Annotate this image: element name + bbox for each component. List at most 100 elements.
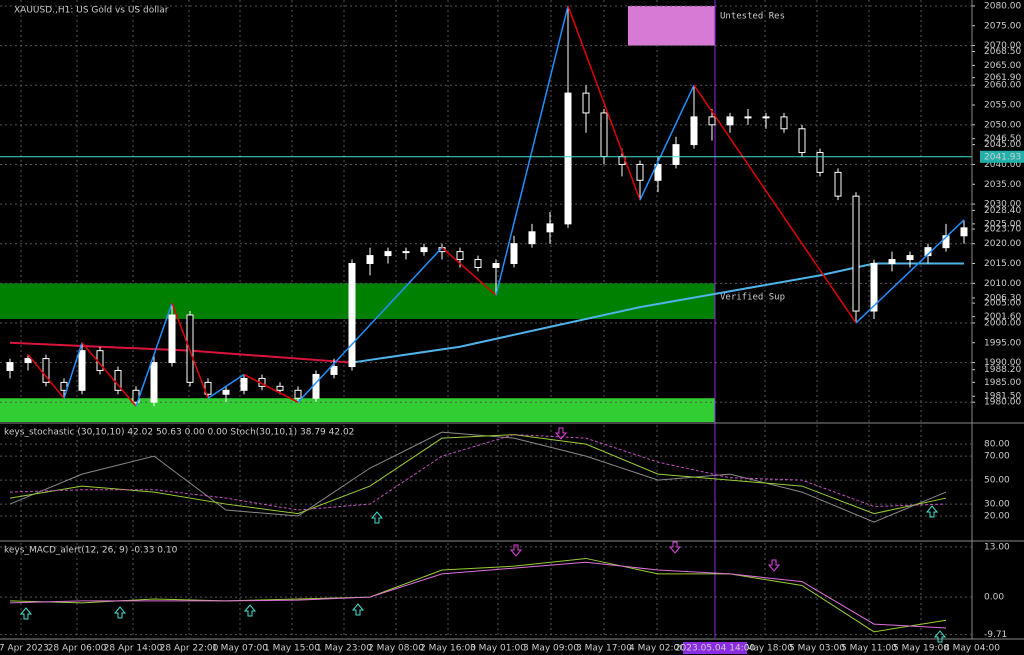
y-tick-label: 2030.00 xyxy=(984,200,1021,210)
x-tick-label: 28 Apr 06:00 xyxy=(48,644,107,654)
zigzag-segment xyxy=(567,5,641,201)
current-price-box xyxy=(980,150,1024,163)
y-tick-label: 2055.00 xyxy=(984,101,1021,111)
candle-body xyxy=(6,362,14,371)
y-tick-label: 2040.00 xyxy=(984,160,1021,170)
y-tick-label: 2060.00 xyxy=(984,81,1021,91)
zigzag-segment xyxy=(855,219,965,324)
zone-label: Untested Res xyxy=(720,12,785,22)
candle-body xyxy=(870,263,878,312)
candle-body xyxy=(834,171,842,197)
signal-arrow xyxy=(19,607,33,620)
zigzag-segment xyxy=(495,5,569,296)
candle-body xyxy=(456,251,464,261)
zone-label: Verified Sup xyxy=(720,293,785,303)
candle-body xyxy=(384,251,392,257)
candle-body xyxy=(744,116,752,119)
y-tick-label: 2023.70 xyxy=(984,225,1021,235)
candle-body xyxy=(942,235,950,249)
y-tick-label: 2065.00 xyxy=(984,61,1021,71)
y-tick-label: 1980.00 xyxy=(984,398,1021,408)
candle-body xyxy=(798,128,806,154)
zigzag-segment xyxy=(27,354,65,399)
y-tick-label: -9.71 xyxy=(984,630,1007,640)
candle-body xyxy=(816,152,824,173)
signal-arrow xyxy=(509,544,523,557)
y-tick-label: 2075.00 xyxy=(984,21,1021,31)
y-tick-label: 20.00 xyxy=(984,512,1010,522)
candle-body xyxy=(168,314,176,364)
y-tick-label: 13.00 xyxy=(984,542,1010,552)
y-tick-label: 1990.00 xyxy=(984,358,1021,368)
indicator-line xyxy=(9,431,947,523)
candle-body xyxy=(762,116,770,119)
candle-body xyxy=(276,385,284,391)
x-tick-label: 8 May 04:00 xyxy=(944,644,1000,654)
x-tick-label: 1 May 07:00 xyxy=(212,644,268,654)
signal-arrow xyxy=(370,511,384,524)
x-tick-label: 27 Apr 2023 xyxy=(0,644,49,654)
x-tick-label: 3 May 17:00 xyxy=(576,644,632,654)
candle-body xyxy=(546,223,554,233)
y-tick-label: 2025.00 xyxy=(984,219,1021,229)
candle-body xyxy=(672,144,680,165)
y-tick-label: 1995.00 xyxy=(984,338,1021,348)
candle-body xyxy=(330,366,338,375)
candle-body xyxy=(294,389,302,399)
indicator-line xyxy=(9,557,947,633)
x-tick-label: 3 May 01:00 xyxy=(470,644,526,654)
x-tick-label: 4 May 18:00 xyxy=(737,644,793,654)
candle-body xyxy=(420,247,428,253)
candle-body xyxy=(510,243,518,265)
zone xyxy=(0,398,715,422)
candle-body xyxy=(600,112,608,158)
current-price-label: 2041.93 xyxy=(984,152,1021,162)
candle-body xyxy=(348,263,356,368)
y-tick-label: 2068.50 xyxy=(984,47,1021,57)
x-tick-label: 5 May 19:00 xyxy=(893,644,949,654)
y-tick-label: 2035.00 xyxy=(984,180,1021,190)
candle-body xyxy=(60,381,68,391)
zigzag-segment xyxy=(63,342,83,399)
signal-arrow xyxy=(351,603,365,616)
candle-body xyxy=(726,116,734,126)
y-tick-label: 2045.00 xyxy=(984,140,1021,150)
x-tick-label: 2 May 08:00 xyxy=(368,644,424,654)
y-tick-label: 2050.00 xyxy=(984,120,1021,130)
signal-arrow xyxy=(113,606,127,619)
candle-body xyxy=(42,358,50,383)
y-tick-label: 1981.50 xyxy=(984,392,1021,402)
y-tick-label: 2080.00 xyxy=(984,1,1021,11)
zigzag-segment xyxy=(135,302,173,407)
y-tick-label: 2006.30 xyxy=(984,293,1021,303)
signal-arrow xyxy=(767,559,781,572)
zigzag-segment xyxy=(693,84,857,324)
zigzag-segment xyxy=(441,247,497,296)
y-tick-label: 50.00 xyxy=(984,476,1010,486)
zigzag-segment xyxy=(297,247,443,403)
candle-body xyxy=(24,358,32,364)
candle-body xyxy=(888,259,896,265)
candle-body xyxy=(654,163,662,181)
candle-body xyxy=(528,231,536,245)
y-tick-label: 0.00 xyxy=(984,593,1004,603)
crosshair-label-box xyxy=(683,642,747,654)
zigzag-segment xyxy=(171,302,209,399)
candle-body xyxy=(402,251,410,254)
y-tick-label: 80.00 xyxy=(984,440,1010,450)
crosshair-label: 2023.05.04 14:00 xyxy=(675,644,756,654)
x-tick-label: 5 May 11:00 xyxy=(841,644,897,654)
candle-body xyxy=(492,263,500,268)
indicator-line xyxy=(9,561,947,629)
y-tick-label: 30.00 xyxy=(984,500,1010,510)
x-tick-label: 2 May 16:00 xyxy=(420,644,476,654)
candle-body xyxy=(222,389,230,395)
zigzag-segment xyxy=(639,84,695,201)
signal-arrow xyxy=(554,427,568,440)
panel-title: keys_stochastic (30,10,10) 42.02 50.63 0… xyxy=(4,428,354,438)
signal-arrow xyxy=(925,505,939,518)
candle-body xyxy=(852,195,860,312)
x-tick-label: 1 May 23:00 xyxy=(316,644,372,654)
panel-title: keys_MACD_alert(12, 26, 9) -0.33 0.10 xyxy=(4,546,178,556)
